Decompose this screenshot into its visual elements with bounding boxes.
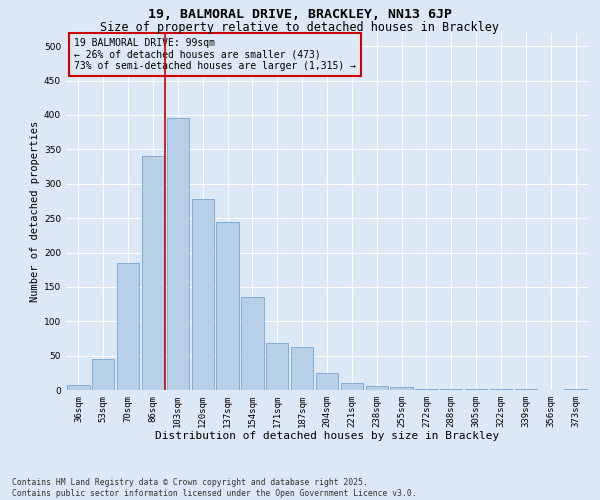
- Bar: [341, 383, 363, 390]
- Text: Contains HM Land Registry data © Crown copyright and database right 2025.
Contai: Contains HM Land Registry data © Crown c…: [12, 478, 416, 498]
- Bar: [440, 388, 463, 390]
- Bar: [415, 388, 437, 390]
- Bar: [167, 118, 189, 390]
- Bar: [191, 199, 214, 390]
- Bar: [117, 263, 139, 390]
- X-axis label: Distribution of detached houses by size in Brackley: Distribution of detached houses by size …: [155, 432, 499, 442]
- Bar: [241, 297, 263, 390]
- Bar: [142, 156, 164, 390]
- Bar: [365, 386, 388, 390]
- Text: 19 BALMORAL DRIVE: 99sqm
← 26% of detached houses are smaller (473)
73% of semi-: 19 BALMORAL DRIVE: 99sqm ← 26% of detach…: [74, 38, 356, 71]
- Bar: [266, 343, 289, 390]
- Text: 19, BALMORAL DRIVE, BRACKLEY, NN13 6JP: 19, BALMORAL DRIVE, BRACKLEY, NN13 6JP: [148, 8, 452, 20]
- Bar: [316, 373, 338, 390]
- Y-axis label: Number of detached properties: Number of detached properties: [30, 120, 40, 302]
- Text: Size of property relative to detached houses in Brackley: Size of property relative to detached ho…: [101, 21, 499, 34]
- Bar: [67, 384, 89, 390]
- Bar: [291, 348, 313, 390]
- Bar: [92, 359, 115, 390]
- Bar: [217, 222, 239, 390]
- Bar: [391, 387, 413, 390]
